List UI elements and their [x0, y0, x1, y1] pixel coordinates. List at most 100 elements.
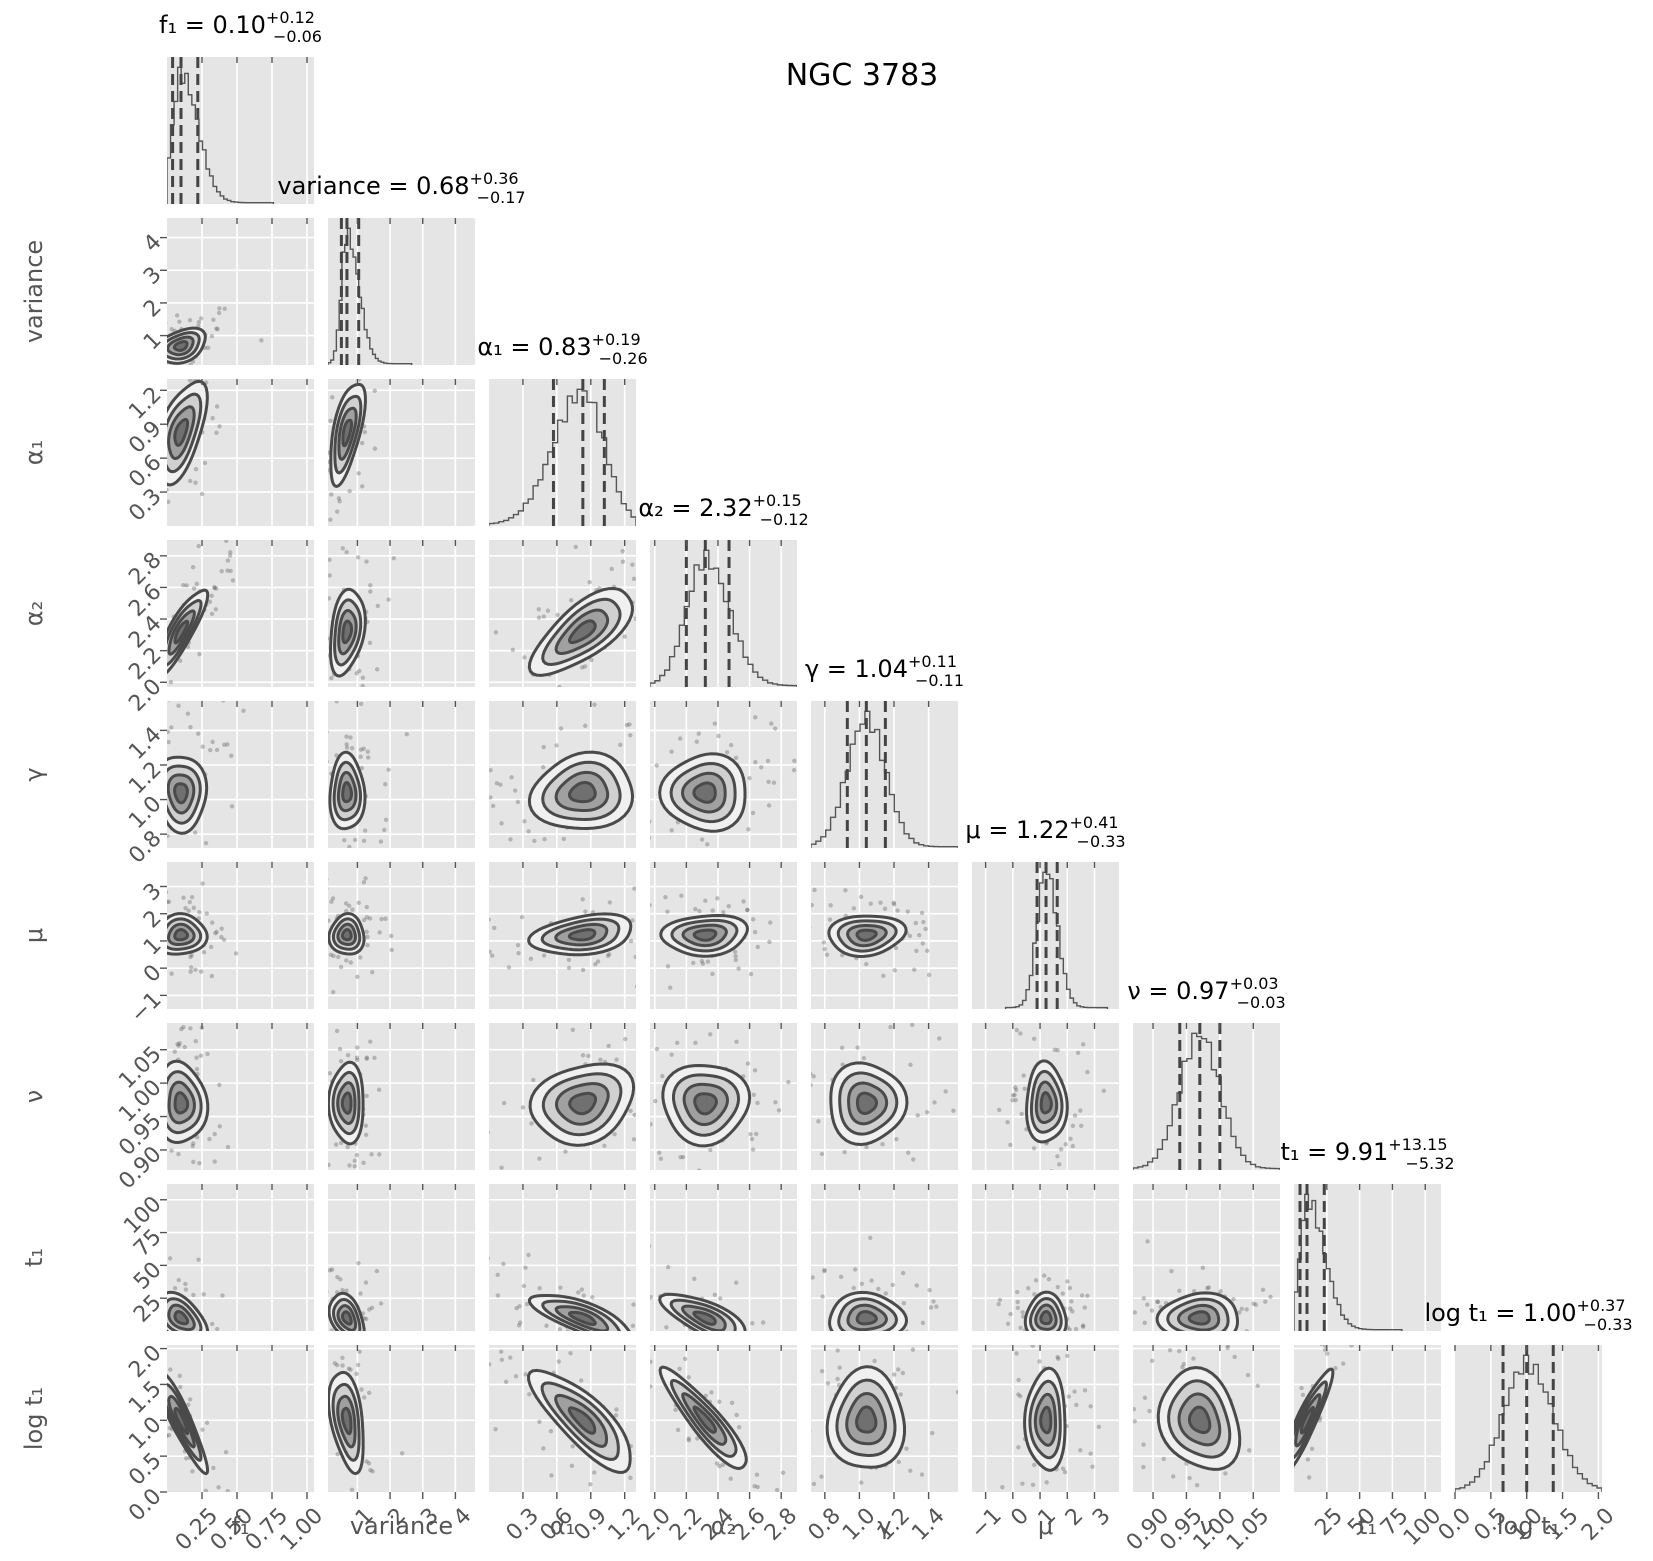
- scatter-point: [1287, 1468, 1291, 1472]
- scatter-point: [1149, 1308, 1155, 1313]
- scatter-point: [810, 1017, 814, 1021]
- y-tick-label: 1: [139, 933, 167, 961]
- contour-fill: [174, 621, 188, 643]
- scatter-point: [804, 916, 808, 920]
- scatter-point: [222, 742, 227, 748]
- scatter-point: [313, 984, 317, 988]
- scatter-point: [317, 1438, 321, 1442]
- scatter-point: [118, 804, 122, 808]
- scatter-point: [1207, 1333, 1211, 1337]
- panel-2-6: [489, 1023, 636, 1170]
- scatter-point: [524, 1301, 530, 1307]
- scatter-point: [208, 944, 214, 950]
- scatter-point: [350, 907, 355, 912]
- scatter-point: [214, 1326, 220, 1331]
- scatter-point: [1085, 1069, 1090, 1075]
- scatter-point: [1191, 1356, 1196, 1361]
- scatter-point: [630, 1323, 636, 1329]
- scatter-point: [189, 953, 194, 958]
- panel-content: [806, 1235, 939, 1367]
- scatter-point: [1119, 1326, 1123, 1330]
- scatter-point: [904, 1446, 909, 1451]
- scatter-point: [322, 671, 326, 675]
- scatter-point: [348, 853, 352, 857]
- contour-line: [167, 335, 195, 357]
- scatter-point: [651, 1337, 655, 1341]
- contour-line: [692, 928, 718, 942]
- y-tick-label: 1.0: [124, 1412, 166, 1454]
- scatter-point: [1078, 1108, 1083, 1113]
- scatter-point: [358, 701, 364, 707]
- scatter-point: [383, 781, 388, 787]
- scatter-point: [210, 920, 215, 925]
- scatter-point: [541, 744, 546, 750]
- scatter-point: [1073, 1326, 1079, 1331]
- scatter-point: [1047, 1337, 1051, 1341]
- contour-fill: [569, 1093, 596, 1114]
- scatter-point: [893, 945, 899, 951]
- scatter-point: [806, 1363, 810, 1367]
- scatter-point: [352, 1158, 357, 1164]
- scatter-point: [931, 1299, 936, 1304]
- scatter-point: [159, 827, 163, 831]
- scatter-point: [522, 655, 527, 660]
- scatter-point: [323, 738, 327, 742]
- scatter-point: [665, 964, 671, 969]
- scatter-point: [598, 1057, 603, 1062]
- scatter-point: [1211, 1495, 1215, 1499]
- scatter-point: [1155, 1299, 1160, 1304]
- x-tick-label: 2.8: [760, 1503, 802, 1545]
- scatter-point: [364, 915, 370, 920]
- scatter-point: [179, 1026, 184, 1032]
- contour-line: [682, 1082, 729, 1127]
- scatter-point: [213, 1505, 217, 1509]
- scatter-point: [182, 1044, 187, 1050]
- scatter-point: [318, 757, 322, 761]
- param-title-value: α₁ = 0.83: [477, 333, 591, 361]
- param-title-0: f₁ = 0.10+0.12 −0.06: [159, 8, 322, 46]
- scatter-point: [187, 379, 193, 383]
- scatter-point: [821, 940, 827, 945]
- scatter-point: [602, 1336, 606, 1340]
- scatter-point: [1082, 1305, 1087, 1310]
- contour-line: [658, 1292, 747, 1331]
- contour-line: [672, 1073, 741, 1137]
- scatter-point: [214, 747, 220, 753]
- scatter-point: [720, 1462, 726, 1468]
- contour-line: [340, 928, 353, 942]
- scatter-point: [204, 1420, 210, 1426]
- scatter-point: [724, 750, 730, 755]
- scatter-point: [1013, 1085, 1018, 1090]
- scatter-point: [214, 404, 220, 409]
- panel-content: [121, 1256, 225, 1336]
- scatter-point: [368, 1039, 373, 1044]
- scatter-point: [1058, 1147, 1064, 1152]
- y-tick-label: 3: [139, 879, 167, 907]
- param-title-3: α₂ = 2.32+0.15 −0.12: [638, 491, 808, 529]
- contour-line: [567, 1406, 597, 1435]
- scatter-point: [749, 1339, 753, 1343]
- scatter-point: [335, 509, 340, 514]
- scatter-point: [996, 1107, 1002, 1113]
- scatter-point: [839, 1045, 845, 1050]
- histogram-4: [811, 710, 958, 848]
- contour-line: [328, 750, 367, 831]
- x-axis-label-0: f₁: [231, 1512, 249, 1540]
- scatter-point: [1030, 1482, 1036, 1488]
- scatter-point: [188, 724, 193, 730]
- scatter-point: [190, 565, 196, 570]
- scatter-point: [221, 937, 227, 943]
- scatter-point: [205, 1051, 210, 1057]
- scatter-point: [207, 599, 213, 604]
- scatter-point: [197, 1332, 201, 1336]
- scatter-point: [361, 880, 367, 885]
- scatter-point: [811, 1074, 816, 1079]
- scatter-point: [121, 1328, 125, 1332]
- scatter-point: [1019, 1111, 1024, 1117]
- panel-2-8: [489, 1345, 636, 1492]
- scatter-point: [318, 821, 322, 825]
- scatter-point: [177, 369, 181, 373]
- scatter-point: [358, 754, 363, 759]
- panel-content: [167, 379, 222, 505]
- scatter-point: [890, 1173, 894, 1177]
